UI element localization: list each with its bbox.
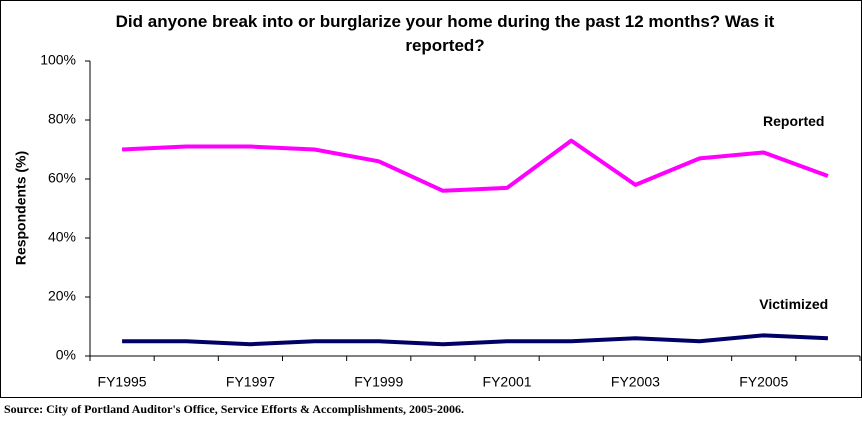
y-tick-label: 80% bbox=[48, 111, 76, 127]
x-tick-label: FY2003 bbox=[611, 374, 660, 390]
chart-title: Did anyone break into or burglarize your… bbox=[115, 12, 775, 55]
x-tick-label: FY2005 bbox=[739, 374, 788, 390]
y-tick-label: 100% bbox=[40, 52, 76, 68]
x-tick-label: FY1995 bbox=[98, 374, 147, 390]
y-tick-label: 20% bbox=[48, 288, 76, 304]
y-tick-label: 40% bbox=[48, 229, 76, 245]
y-tick-label: 60% bbox=[48, 170, 76, 186]
source-note: Source: City of Portland Auditor's Offic… bbox=[4, 402, 465, 416]
y-tick-label: 0% bbox=[56, 347, 76, 363]
x-tick-label: FY1997 bbox=[226, 374, 275, 390]
x-tick-label: FY1999 bbox=[354, 374, 403, 390]
x-tick-label: FY2001 bbox=[483, 374, 532, 390]
y-axis-label: Respondents (%) bbox=[13, 151, 29, 265]
series-line bbox=[121, 138, 829, 193]
series-label: Reported bbox=[763, 113, 824, 129]
series-label: Victimized bbox=[759, 296, 828, 312]
series-line bbox=[122, 333, 829, 347]
